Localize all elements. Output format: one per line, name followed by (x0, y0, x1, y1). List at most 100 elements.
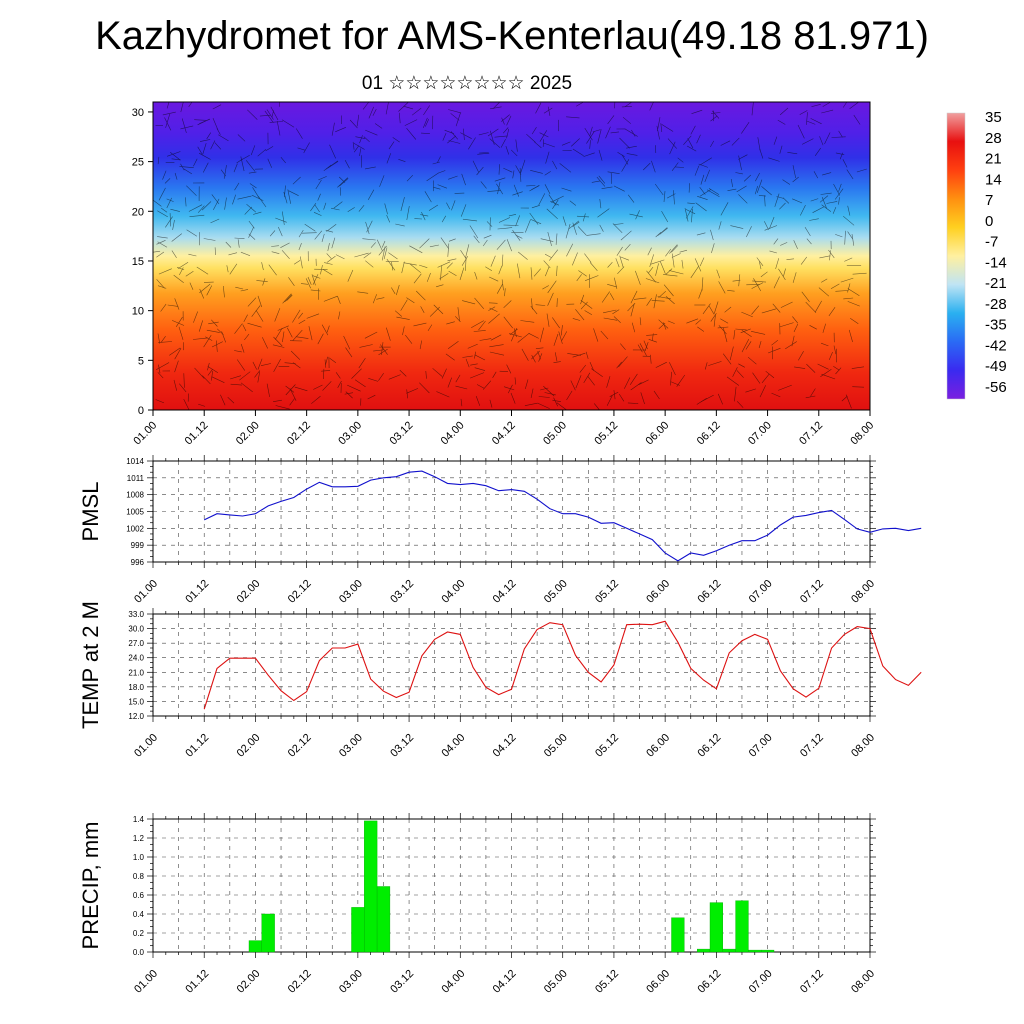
flow-stroke (400, 299, 408, 311)
flow-stroke (545, 266, 550, 277)
flow-stroke (476, 384, 484, 389)
flow-stroke (158, 364, 161, 374)
flow-stroke (627, 402, 639, 404)
flow-stroke (211, 376, 225, 383)
flow-stroke (765, 370, 775, 379)
grid-lines (152, 613, 871, 717)
flow-stroke (425, 370, 427, 379)
flow-stroke (188, 204, 203, 212)
flow-stroke (544, 184, 551, 195)
flow-stroke (465, 244, 470, 258)
flow-stroke (586, 233, 601, 236)
flow-stroke (751, 305, 760, 315)
x-tick-label: 01.12 (183, 732, 211, 760)
flow-stroke (156, 240, 166, 245)
flow-stroke (489, 344, 504, 348)
flow-stroke (612, 223, 623, 234)
flow-stroke (354, 252, 369, 258)
flow-stroke (270, 106, 279, 121)
flow-stroke (478, 320, 486, 331)
flow-stroke (208, 321, 219, 325)
flow-stroke (801, 138, 814, 145)
flow-stroke (787, 152, 798, 155)
flow-stroke (181, 118, 187, 133)
flow-stroke (185, 197, 187, 207)
flow-stroke (265, 146, 274, 152)
flow-stroke (727, 188, 737, 191)
flow-stroke (157, 285, 167, 289)
flow-stroke (359, 135, 363, 144)
grid-lines (152, 818, 871, 953)
flow-stroke (525, 379, 529, 389)
flow-stroke (175, 316, 183, 327)
flow-stroke (856, 168, 867, 173)
flow-stroke (631, 129, 636, 137)
flow-stroke (166, 101, 170, 109)
flow-stroke (227, 396, 235, 404)
flow-stroke (518, 251, 528, 260)
flow-stroke (835, 290, 849, 292)
flow-stroke (498, 217, 511, 223)
flow-stroke (659, 227, 668, 235)
flow-stroke (779, 202, 786, 210)
flow-stroke (753, 278, 762, 292)
flow-stroke (420, 306, 425, 313)
flow-stroke (230, 383, 243, 386)
flow-stroke (853, 114, 861, 125)
flow-stroke (335, 127, 347, 133)
flow-stroke (381, 240, 386, 248)
flow-stroke (697, 196, 708, 200)
flow-stroke (618, 356, 628, 368)
flow-stroke (517, 332, 530, 343)
flow-stroke (733, 329, 736, 340)
y-tick-label: 0.8 (133, 872, 145, 881)
flow-stroke (610, 172, 612, 184)
flow-stroke (446, 202, 451, 210)
colorbar-label: -49 (985, 358, 1007, 375)
flow-stroke (179, 166, 194, 168)
flow-stroke (669, 244, 678, 254)
flow-stroke (447, 243, 450, 257)
flow-stroke (321, 370, 331, 372)
flow-stroke (665, 268, 673, 275)
precip-bar (671, 917, 685, 953)
flow-stroke (411, 107, 422, 116)
flow-stroke (580, 299, 593, 309)
flow-stroke (206, 329, 220, 333)
y-tick-label: 1.4 (133, 815, 145, 824)
flow-stroke (643, 340, 648, 350)
flow-stroke (711, 243, 715, 254)
y-tick-label: 21.0 (128, 668, 144, 677)
flow-stroke (199, 139, 211, 142)
flow-stroke (426, 272, 431, 282)
flow-stroke (635, 270, 641, 285)
flow-stroke (183, 373, 185, 388)
flow-stroke (618, 393, 625, 402)
flow-stroke (654, 183, 664, 196)
flow-stroke (367, 189, 375, 201)
flow-stroke (538, 396, 550, 398)
flow-stroke (401, 261, 405, 274)
x-tick-label: 07.12 (797, 419, 825, 447)
flow-stroke (376, 297, 385, 300)
flow-stroke (624, 377, 631, 389)
flow-stroke (576, 215, 590, 218)
flow-stroke (649, 101, 654, 111)
flow-stroke (420, 132, 430, 134)
flow-stroke (469, 225, 479, 239)
flow-stroke (734, 386, 737, 402)
flow-stroke (198, 403, 206, 407)
flow-stroke (651, 300, 665, 302)
flow-stroke (186, 185, 197, 196)
flow-stroke (700, 174, 705, 185)
x-tick-label: 07.12 (798, 578, 826, 606)
flow-stroke (347, 384, 361, 392)
flow-stroke (549, 249, 559, 261)
flow-stroke (704, 362, 708, 370)
flow-stroke (409, 263, 421, 273)
flow-stroke (553, 333, 559, 346)
flow-stroke (273, 336, 283, 347)
panel-frame (152, 818, 871, 953)
flow-stroke (778, 268, 786, 281)
flow-stroke (572, 318, 581, 321)
